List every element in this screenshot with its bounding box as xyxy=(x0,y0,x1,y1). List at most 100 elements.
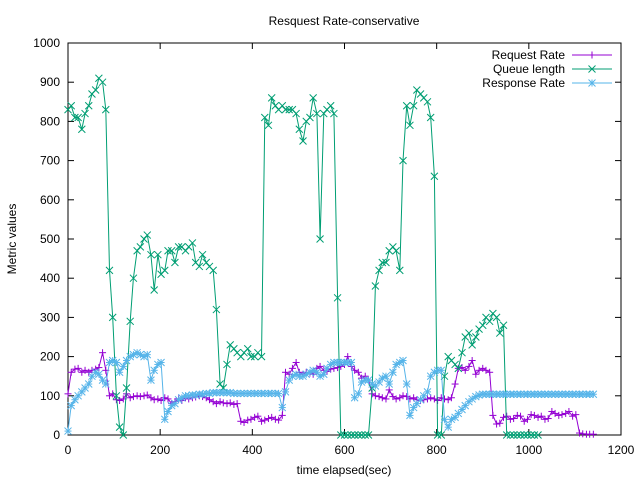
data-point xyxy=(154,395,162,403)
data-point xyxy=(223,360,231,369)
data-point xyxy=(482,366,490,374)
data-point xyxy=(136,242,145,251)
data-point xyxy=(84,380,93,388)
data-point xyxy=(486,368,494,376)
data-point xyxy=(468,357,476,365)
data-point xyxy=(95,370,103,379)
data-point xyxy=(585,390,594,399)
data-point xyxy=(572,411,580,419)
data-point xyxy=(489,390,497,399)
data-point xyxy=(71,365,79,373)
y-tick-label: 900 xyxy=(40,75,60,89)
data-point xyxy=(278,411,286,419)
data-point xyxy=(465,329,473,337)
data-point xyxy=(364,431,373,439)
data-point xyxy=(292,109,300,118)
data-point xyxy=(288,364,296,372)
data-point xyxy=(451,380,459,388)
data-point xyxy=(105,266,114,275)
data-point xyxy=(589,390,598,399)
data-point xyxy=(150,366,159,375)
data-point xyxy=(330,364,338,372)
data-point xyxy=(271,415,279,423)
data-point xyxy=(441,395,449,403)
data-point xyxy=(247,389,255,398)
data-point xyxy=(506,415,514,423)
y-tick-label: 700 xyxy=(40,154,60,168)
data-point xyxy=(513,431,522,439)
series-response-rate xyxy=(64,348,598,435)
data-point xyxy=(281,105,290,114)
data-point xyxy=(122,384,131,392)
y-tick-label: 500 xyxy=(40,232,60,246)
data-point xyxy=(136,393,144,401)
data-point xyxy=(392,246,400,255)
data-point xyxy=(274,389,283,398)
data-point xyxy=(544,415,552,423)
y-axis: 0 100 200 300 400 500 600 700 800 900 1000 xyxy=(33,36,621,442)
legend-item-response-rate: Response Rate xyxy=(482,76,612,90)
legend-item-request-rate: Request Rate xyxy=(492,48,612,62)
series-queue-length xyxy=(64,74,542,439)
data-point xyxy=(164,395,172,403)
data-point xyxy=(129,393,137,401)
data-point xyxy=(378,394,386,402)
data-point xyxy=(74,364,82,372)
data-point xyxy=(385,380,394,388)
data-point xyxy=(108,313,117,322)
data-point xyxy=(257,352,266,361)
data-point xyxy=(95,364,103,372)
data-point xyxy=(361,431,370,439)
data-point xyxy=(306,113,314,122)
data-point xyxy=(589,430,597,438)
data-point xyxy=(216,398,224,406)
x-axis: 0 200 400 600 800 1000 1200 xyxy=(65,43,635,457)
data-point xyxy=(99,349,107,357)
y-tick-label: 100 xyxy=(40,389,60,403)
series-line-queue-length xyxy=(67,77,538,437)
legend-item-queue-length: Queue length xyxy=(493,62,612,76)
data-point xyxy=(101,105,110,114)
data-point xyxy=(527,411,535,419)
data-point xyxy=(119,431,128,439)
x-tick-label: 400 xyxy=(242,443,262,457)
data-point xyxy=(150,286,159,294)
data-point xyxy=(112,391,121,400)
data-point xyxy=(382,372,390,381)
data-point xyxy=(458,348,466,357)
data-point xyxy=(147,376,155,384)
x-tick-label: 1000 xyxy=(515,443,542,457)
data-point xyxy=(399,156,407,165)
data-point xyxy=(285,105,294,114)
data-point xyxy=(126,394,134,402)
data-point xyxy=(527,431,535,439)
data-point xyxy=(444,423,453,432)
data-point xyxy=(468,340,477,349)
data-point xyxy=(264,121,273,130)
data-point xyxy=(530,431,539,439)
data-point xyxy=(64,390,72,398)
data-point xyxy=(205,396,213,404)
data-point xyxy=(101,380,110,388)
data-point xyxy=(350,431,359,439)
data-point xyxy=(471,333,480,341)
data-point xyxy=(77,125,86,134)
data-point xyxy=(537,412,545,420)
data-point xyxy=(167,246,176,255)
data-point xyxy=(489,411,497,419)
data-point xyxy=(312,368,321,377)
data-point xyxy=(143,391,151,399)
data-point xyxy=(67,401,76,410)
data-point xyxy=(478,321,487,330)
data-point xyxy=(492,313,501,322)
series-layer xyxy=(64,74,598,439)
data-point xyxy=(506,431,515,439)
data-point xyxy=(316,235,324,243)
data-point xyxy=(261,416,269,424)
data-point xyxy=(534,413,542,421)
legend-label: Request Rate xyxy=(492,48,566,62)
data-point xyxy=(382,258,390,267)
data-point xyxy=(357,431,366,439)
data-point xyxy=(268,413,276,421)
data-point xyxy=(588,51,596,59)
